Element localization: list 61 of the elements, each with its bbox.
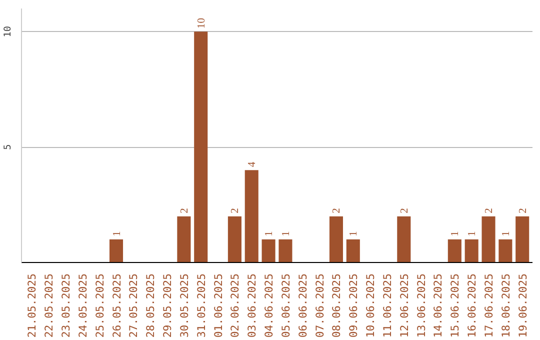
x-tick-label: 21.05.2025 bbox=[26, 274, 39, 338]
x-tick-label: 08.06.2025 bbox=[330, 274, 344, 338]
x-tick-label: 02.06.2025 bbox=[228, 274, 242, 338]
data-label: 2 bbox=[484, 208, 496, 214]
x-tick-label: 05.06.2025 bbox=[279, 274, 292, 338]
data-label: 1 bbox=[348, 231, 360, 236]
x-tick-label: 15.06.2025 bbox=[448, 274, 462, 338]
x-tick-label: 18.06.2025 bbox=[499, 274, 512, 338]
x-tick-label: 12.06.2025 bbox=[398, 274, 411, 338]
bar bbox=[516, 216, 530, 262]
data-label: 1 bbox=[500, 231, 512, 236]
x-tick-label: 19.06.2025 bbox=[516, 274, 530, 338]
bar bbox=[482, 216, 496, 262]
data-label: 1 bbox=[467, 231, 478, 236]
data-label: 2 bbox=[399, 208, 410, 214]
bar bbox=[464, 239, 478, 262]
x-tick-label: 01.06.2025 bbox=[212, 274, 225, 338]
x-tick-label: 09.06.2025 bbox=[347, 274, 360, 338]
bar bbox=[262, 239, 276, 262]
data-label: 4 bbox=[247, 161, 258, 168]
x-tick-label: 23.05.2025 bbox=[59, 274, 72, 338]
bar bbox=[278, 239, 292, 262]
x-tick-label: 06.06.2025 bbox=[296, 274, 310, 338]
bar bbox=[177, 216, 191, 262]
x-tick-label: 24.05.2025 bbox=[76, 274, 90, 338]
x-tick-label: 29.05.2025 bbox=[161, 274, 174, 338]
data-label: 2 bbox=[230, 208, 242, 214]
x-tick-label: 13.06.2025 bbox=[414, 274, 428, 338]
bar bbox=[397, 216, 411, 262]
bar bbox=[244, 170, 258, 262]
data-label: 1 bbox=[264, 231, 276, 236]
data-label: 1 bbox=[112, 231, 123, 236]
x-tick-label: 30.05.2025 bbox=[178, 274, 191, 338]
data-label: 1 bbox=[450, 231, 462, 236]
x-tick-label: 28.05.2025 bbox=[144, 274, 158, 338]
x-tick-label: 31.05.2025 bbox=[194, 274, 208, 338]
x-tick-label: 16.06.2025 bbox=[466, 274, 479, 338]
bar bbox=[109, 239, 124, 262]
x-tick-label: 25.05.2025 bbox=[93, 274, 106, 338]
bar bbox=[498, 239, 512, 262]
x-tick-label: 04.06.2025 bbox=[262, 274, 276, 338]
x-tick-label: 10.06.2025 bbox=[364, 274, 378, 338]
data-label: 1 bbox=[280, 231, 292, 236]
x-tick-label: 11.06.2025 bbox=[380, 274, 394, 338]
data-label: 2 bbox=[179, 208, 190, 214]
y-tick-label: 5 bbox=[2, 144, 14, 150]
x-tick-label: 26.05.2025 bbox=[110, 274, 124, 338]
x-tick-label: 14.06.2025 bbox=[432, 274, 445, 338]
x-tick-label: 17.06.2025 bbox=[482, 274, 496, 338]
bar bbox=[329, 216, 343, 262]
data-label: 10 bbox=[196, 18, 208, 29]
data-label: 2 bbox=[518, 208, 529, 214]
x-tick-label: 07.06.2025 bbox=[313, 274, 326, 338]
x-tick-label: 03.06.2025 bbox=[246, 274, 259, 338]
x-tick-label: 27.05.2025 bbox=[127, 274, 140, 338]
data-label: 2 bbox=[332, 208, 343, 214]
bar bbox=[448, 239, 462, 262]
bar bbox=[194, 32, 208, 262]
bar bbox=[228, 216, 242, 262]
x-tick-label: 22.05.2025 bbox=[42, 274, 56, 338]
bar bbox=[346, 239, 360, 262]
